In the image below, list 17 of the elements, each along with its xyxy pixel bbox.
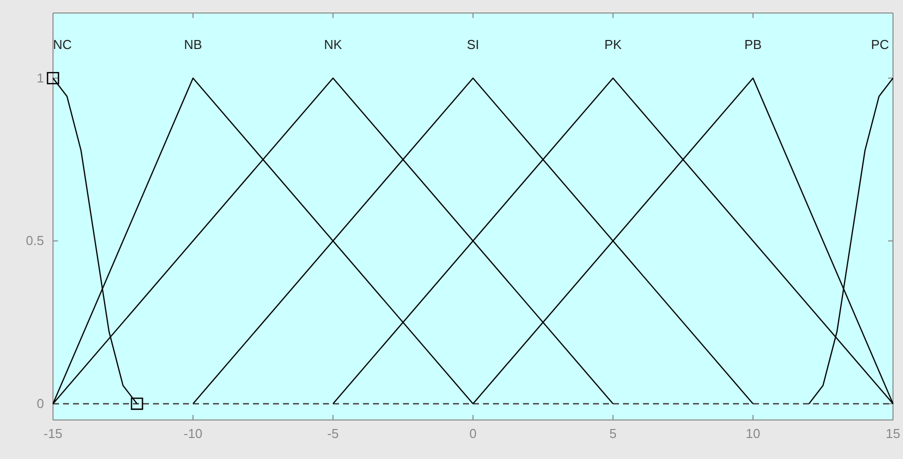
text: NK: [324, 37, 342, 52]
x-tick-label: 5: [609, 426, 617, 442]
y-tick-label: 1: [36, 70, 44, 86]
text: PB: [744, 37, 762, 52]
text: SI: [466, 37, 480, 52]
x-tick-label: 15: [886, 426, 900, 442]
x-tick-label: -15: [44, 426, 62, 442]
x-tick-label: -10: [184, 426, 202, 442]
text: NC: [53, 37, 72, 52]
text: PK: [604, 37, 622, 52]
y-tick-label: 0.5: [26, 233, 44, 248]
text: PC: [870, 37, 889, 52]
x-tick-label: 10: [746, 426, 760, 442]
x-tick-label: -5: [327, 426, 339, 442]
text: NB: [184, 37, 202, 52]
x-tick-label: 0: [469, 426, 477, 442]
y-tick-label: 0: [36, 396, 44, 411]
